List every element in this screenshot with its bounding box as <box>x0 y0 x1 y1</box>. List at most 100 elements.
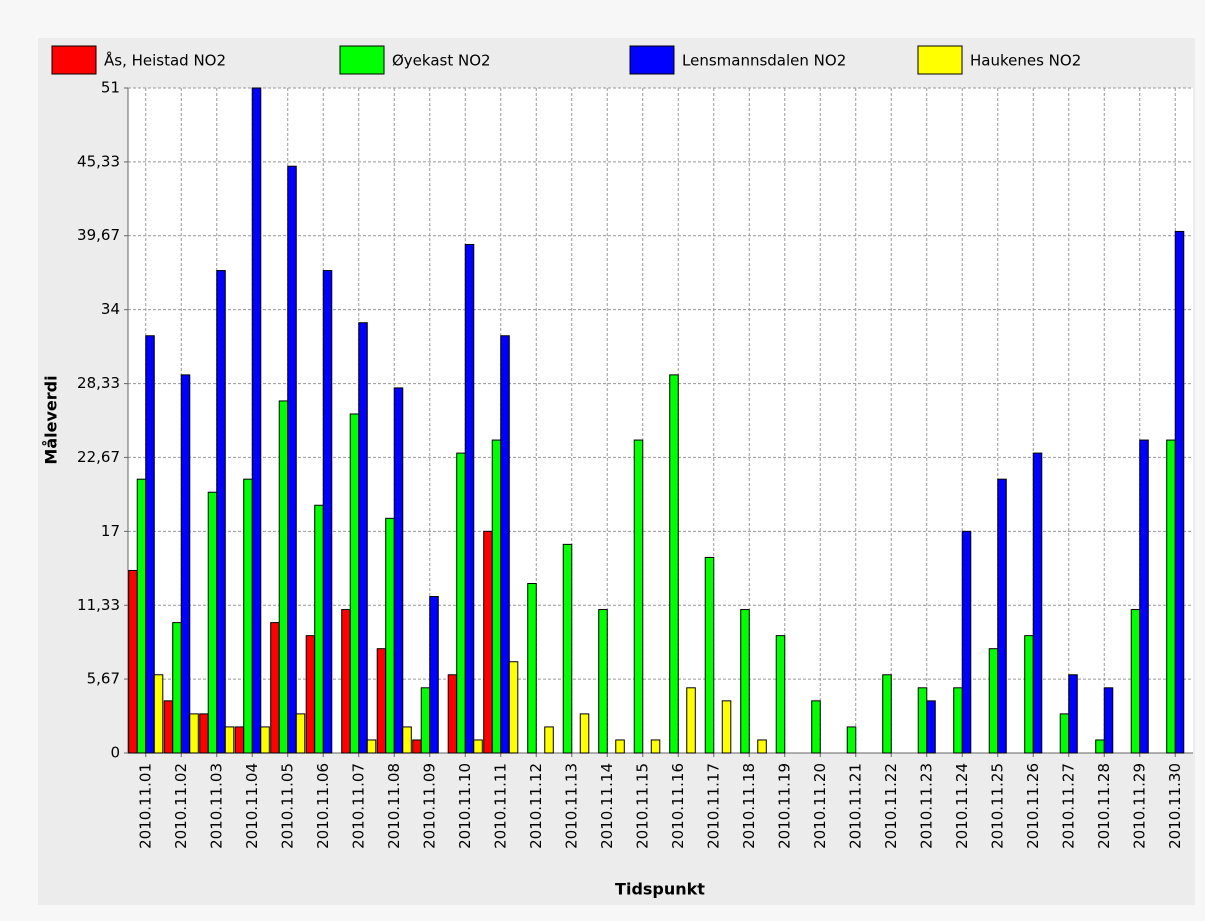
bar <box>456 452 466 754</box>
x-axis-title: Tidspunkt <box>615 880 705 899</box>
bar <box>500 335 510 754</box>
x-tick-label: 2010.11.20 <box>811 763 829 849</box>
bar <box>447 674 458 754</box>
bar <box>633 439 644 754</box>
legend-swatch <box>629 45 675 75</box>
x-tick-label: 2010.11.21 <box>846 763 864 849</box>
y-tick-label: 28,33 <box>77 374 120 392</box>
bar <box>997 478 1007 754</box>
bar <box>136 478 147 754</box>
y-tick-label: 5,67 <box>87 670 120 688</box>
bar <box>172 622 182 754</box>
bar <box>216 270 226 754</box>
bar <box>650 739 661 754</box>
bar <box>704 556 715 754</box>
bar <box>393 387 404 754</box>
bar <box>988 648 999 754</box>
x-tick-label: 2010.11.12 <box>527 763 545 849</box>
x-tick-label: 2010.11.04 <box>243 763 261 849</box>
bar <box>882 674 892 754</box>
bar <box>163 700 174 754</box>
bar <box>420 687 431 754</box>
x-tick-label: 2010.11.09 <box>420 763 438 849</box>
bar <box>305 635 316 754</box>
plot-area <box>128 88 1193 753</box>
bar <box>775 635 786 754</box>
bar <box>251 87 262 754</box>
bar <box>917 687 928 754</box>
x-tick-label: 2010.11.15 <box>633 763 651 849</box>
bar <box>128 569 138 754</box>
legend-label: Øyekast NO2 <box>392 52 491 70</box>
bar <box>811 700 821 754</box>
bar <box>189 713 199 754</box>
bar <box>270 622 280 754</box>
legend-swatch <box>339 45 385 75</box>
bar <box>260 726 270 754</box>
x-tick-label: 2010.11.03 <box>207 763 225 849</box>
x-tick-label: 2010.11.11 <box>491 763 509 849</box>
legend-swatch <box>51 45 97 75</box>
bar <box>243 478 253 754</box>
x-tick-label: 2010.11.17 <box>704 763 722 849</box>
bar <box>1130 609 1141 754</box>
bar <box>358 322 368 754</box>
bar <box>740 609 750 754</box>
bar <box>491 439 502 754</box>
x-tick-label: 2010.11.26 <box>1024 763 1042 849</box>
x-tick-label: 2010.11.07 <box>349 763 367 849</box>
x-tick-label: 2010.11.28 <box>1095 763 1113 849</box>
bar <box>508 661 519 754</box>
bar <box>846 726 857 754</box>
x-tick-label: 2010.11.22 <box>882 763 900 849</box>
bar <box>598 609 608 754</box>
bar <box>1059 713 1070 754</box>
bar <box>180 374 191 754</box>
bar <box>1174 230 1185 754</box>
bar <box>341 609 351 754</box>
x-tick-label: 2010.11.23 <box>917 763 935 849</box>
bar <box>953 687 963 754</box>
y-tick-label: 22,67 <box>77 448 120 466</box>
bar <box>483 530 493 754</box>
x-tick-label: 2010.11.19 <box>775 763 793 849</box>
x-tick-label: 2010.11.13 <box>562 763 580 849</box>
bar <box>145 335 155 754</box>
x-tick-label: 2010.11.06 <box>314 763 332 849</box>
x-tick-label: 2010.11.05 <box>278 763 296 849</box>
bar <box>686 687 696 754</box>
bar <box>757 739 767 754</box>
x-tick-label: 2010.11.14 <box>598 763 616 849</box>
bar <box>1139 439 1149 754</box>
bar <box>1068 674 1078 754</box>
legend-label: Lensmannsdalen NO2 <box>682 52 846 70</box>
bar <box>207 491 218 754</box>
x-tick-label: 2010.11.18 <box>740 763 758 849</box>
bar <box>1166 439 1176 754</box>
legend-swatch <box>917 45 963 75</box>
bar <box>473 739 483 754</box>
bar <box>295 713 306 754</box>
y-tick-label: 51 <box>101 79 120 97</box>
x-tick-label: 2010.11.24 <box>953 763 971 849</box>
bar <box>199 713 209 754</box>
x-tick-label: 2010.11.16 <box>669 763 687 849</box>
bar <box>669 374 679 754</box>
bar <box>349 413 360 754</box>
bar <box>366 739 377 754</box>
bar <box>464 243 475 754</box>
bar <box>429 596 439 754</box>
bar <box>527 582 537 754</box>
y-tick-label: 45,33 <box>77 152 120 170</box>
y-axis-title: Måleverdi <box>42 375 61 464</box>
bar <box>1024 635 1034 754</box>
bar <box>402 726 412 754</box>
x-tick-label: 2010.11.01 <box>136 763 154 849</box>
legend-label: Haukenes NO2 <box>970 52 1081 70</box>
x-tick-label: 2010.11.30 <box>1166 763 1184 849</box>
bar <box>1095 739 1105 754</box>
bar <box>153 674 164 754</box>
bar <box>1103 687 1114 754</box>
bar <box>322 270 333 754</box>
